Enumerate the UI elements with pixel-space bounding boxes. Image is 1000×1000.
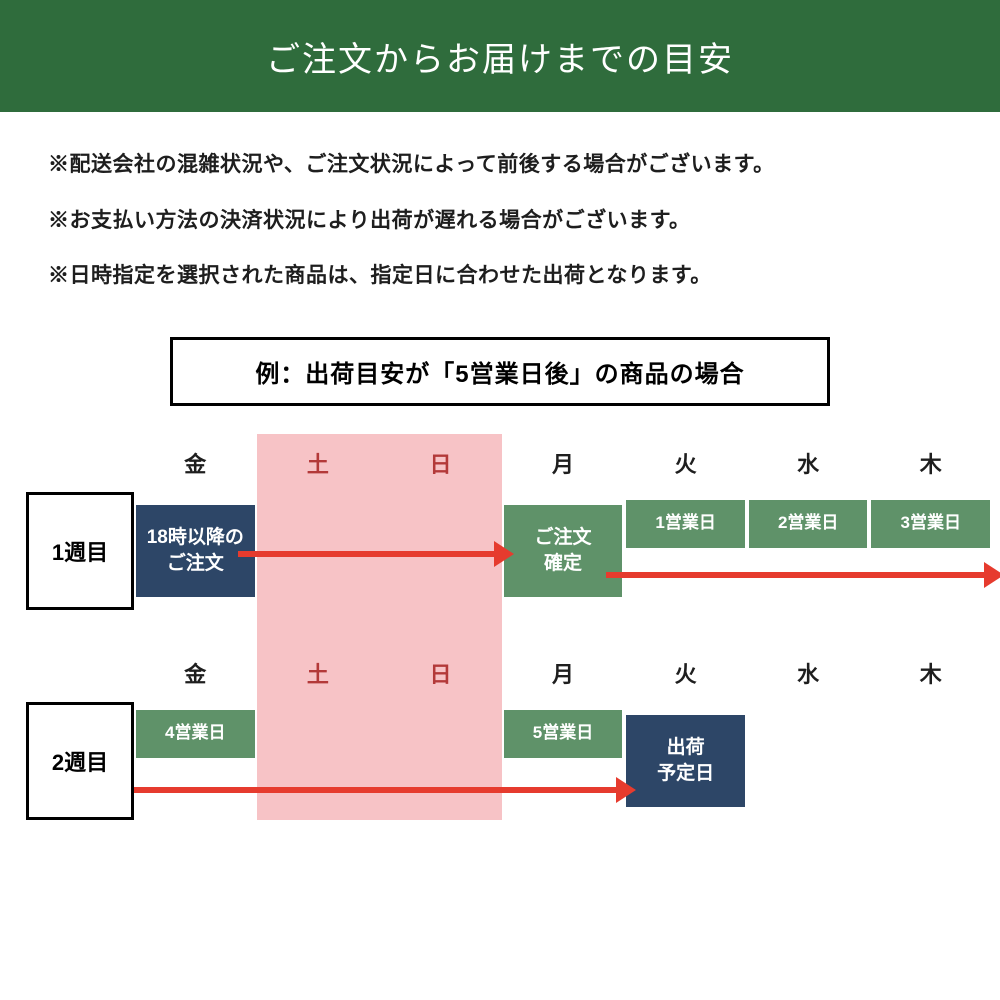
schedule-box: 5営業日 xyxy=(504,710,623,758)
schedule-cell: 2営業日 xyxy=(747,492,870,610)
schedule-box: ご注文確定 xyxy=(504,505,623,597)
schedule-cell xyxy=(257,702,380,820)
header-title: ご注文からお届けまでの目安 xyxy=(266,32,734,81)
schedule-cell xyxy=(747,702,870,820)
schedule-box: 1営業日 xyxy=(626,500,745,548)
flow-arrow xyxy=(238,551,495,557)
schedule-box: 出荷予定日 xyxy=(626,715,745,807)
note-line: ※日時指定を選択された商品は、指定日に合わせた出荷となります。 xyxy=(48,259,952,293)
day-header: 木 xyxy=(869,644,992,702)
schedule-cell: ご注文確定 xyxy=(502,492,625,610)
flow-arrow xyxy=(134,787,618,793)
schedule-box: 3営業日 xyxy=(871,500,990,548)
schedule-cell: 出荷予定日 xyxy=(624,702,747,820)
schedule-cell: 5営業日 xyxy=(502,702,625,820)
schedule-cell xyxy=(379,702,502,820)
schedule-box: 4営業日 xyxy=(136,710,255,758)
schedule-cell: 1営業日 xyxy=(624,492,747,610)
schedule-grid: 金土日月火水木1週目18時以降のご注文ご注文確定1営業日2営業日3営業日金土日月… xyxy=(0,434,1000,820)
example-label: 例：出荷目安が「5営業日後」の商品の場合 xyxy=(255,361,744,388)
schedule-cell xyxy=(869,702,992,820)
day-header: 日 xyxy=(379,644,502,702)
header-banner: ご注文からお届けまでの目安 xyxy=(0,0,1000,112)
week-label: 1週目 xyxy=(26,492,134,610)
day-header: 月 xyxy=(502,434,625,492)
schedule-box: 18時以降のご注文 xyxy=(136,505,255,597)
week-label: 2週目 xyxy=(26,702,134,820)
day-header: 土 xyxy=(257,434,380,492)
example-label-box: 例：出荷目安が「5営業日後」の商品の場合 xyxy=(170,337,830,406)
note-line: ※配送会社の混雑状況や、ご注文状況によって前後する場合がございます。 xyxy=(48,148,952,182)
schedule-cell: 4営業日 xyxy=(134,702,257,820)
day-header: 金 xyxy=(134,434,257,492)
schedule-box: 2営業日 xyxy=(749,500,868,548)
day-header: 金 xyxy=(134,644,257,702)
day-header: 土 xyxy=(257,644,380,702)
day-header: 火 xyxy=(624,644,747,702)
flow-arrow xyxy=(606,572,986,578)
day-header: 火 xyxy=(624,434,747,492)
note-line: ※お支払い方法の決済状況により出荷が遅れる場合がございます。 xyxy=(48,204,952,238)
day-header: 月 xyxy=(502,644,625,702)
day-header: 日 xyxy=(379,434,502,492)
schedule-cell: 3営業日 xyxy=(869,492,992,610)
day-header: 水 xyxy=(747,644,870,702)
day-header: 水 xyxy=(747,434,870,492)
day-header: 木 xyxy=(869,434,992,492)
notes-section: ※配送会社の混雑状況や、ご注文状況によって前後する場合がございます。 ※お支払い… xyxy=(0,112,1000,333)
